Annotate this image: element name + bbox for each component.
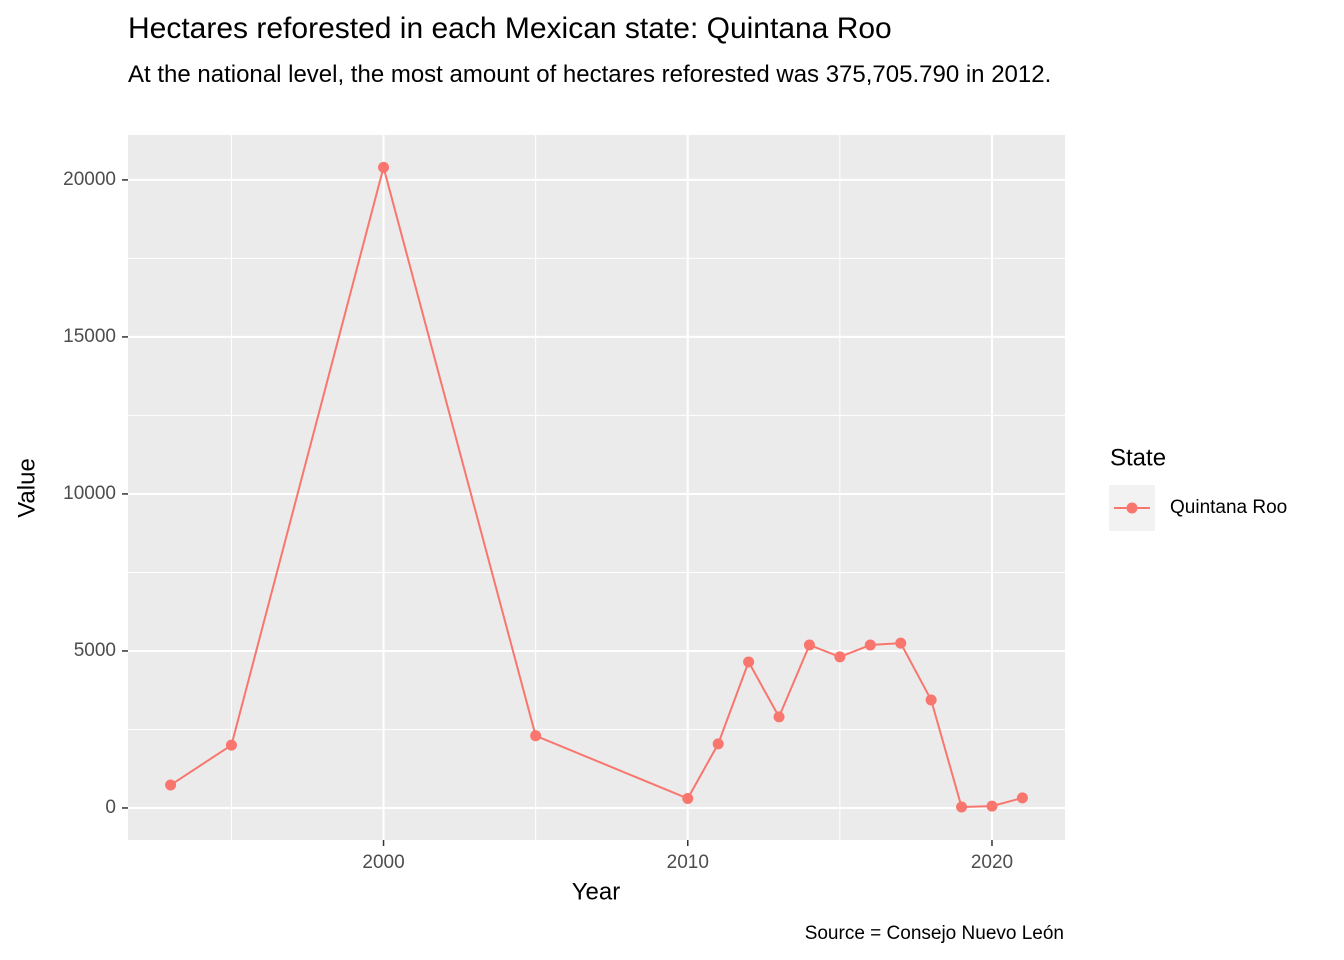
x-tick-label: 2000 — [362, 852, 404, 873]
legend-label: Quintana Roo — [1170, 497, 1287, 518]
data-point — [165, 779, 177, 791]
legend-title: State — [1110, 444, 1166, 471]
data-line — [170, 163, 1023, 809]
y-tick-label: 15000 — [63, 326, 116, 347]
plot-panel — [128, 135, 1065, 840]
legend-point — [1126, 502, 1138, 514]
caption: Source = Consejo Nuevo León — [805, 923, 1064, 944]
data-point — [712, 738, 724, 750]
y-axis-title: Value — [13, 458, 40, 518]
y-tick-label: 20000 — [63, 169, 116, 190]
data-point — [925, 694, 937, 706]
data-point — [530, 730, 542, 742]
data-point — [225, 739, 237, 751]
data-point — [682, 793, 694, 805]
x-axis-title: Year — [572, 878, 621, 905]
x-tick-label: 2010 — [667, 852, 709, 873]
data-point — [743, 656, 755, 668]
data-point — [1016, 792, 1028, 804]
data-point — [864, 639, 876, 651]
data-point — [956, 801, 968, 813]
data-point — [803, 639, 815, 651]
y-tick-label: 5000 — [74, 640, 116, 661]
data-point — [986, 800, 998, 812]
y-tick-label: 0 — [105, 797, 116, 818]
chart-title: Hectares reforested in each Mexican stat… — [128, 12, 892, 45]
chart-subtitle: At the national level, the most amount o… — [128, 61, 1052, 88]
data-point — [378, 161, 390, 173]
x-tick-label: 2020 — [971, 852, 1013, 873]
data-point — [895, 637, 907, 649]
data-point — [773, 711, 785, 723]
y-tick-label: 10000 — [63, 483, 116, 504]
data-point — [834, 651, 846, 663]
